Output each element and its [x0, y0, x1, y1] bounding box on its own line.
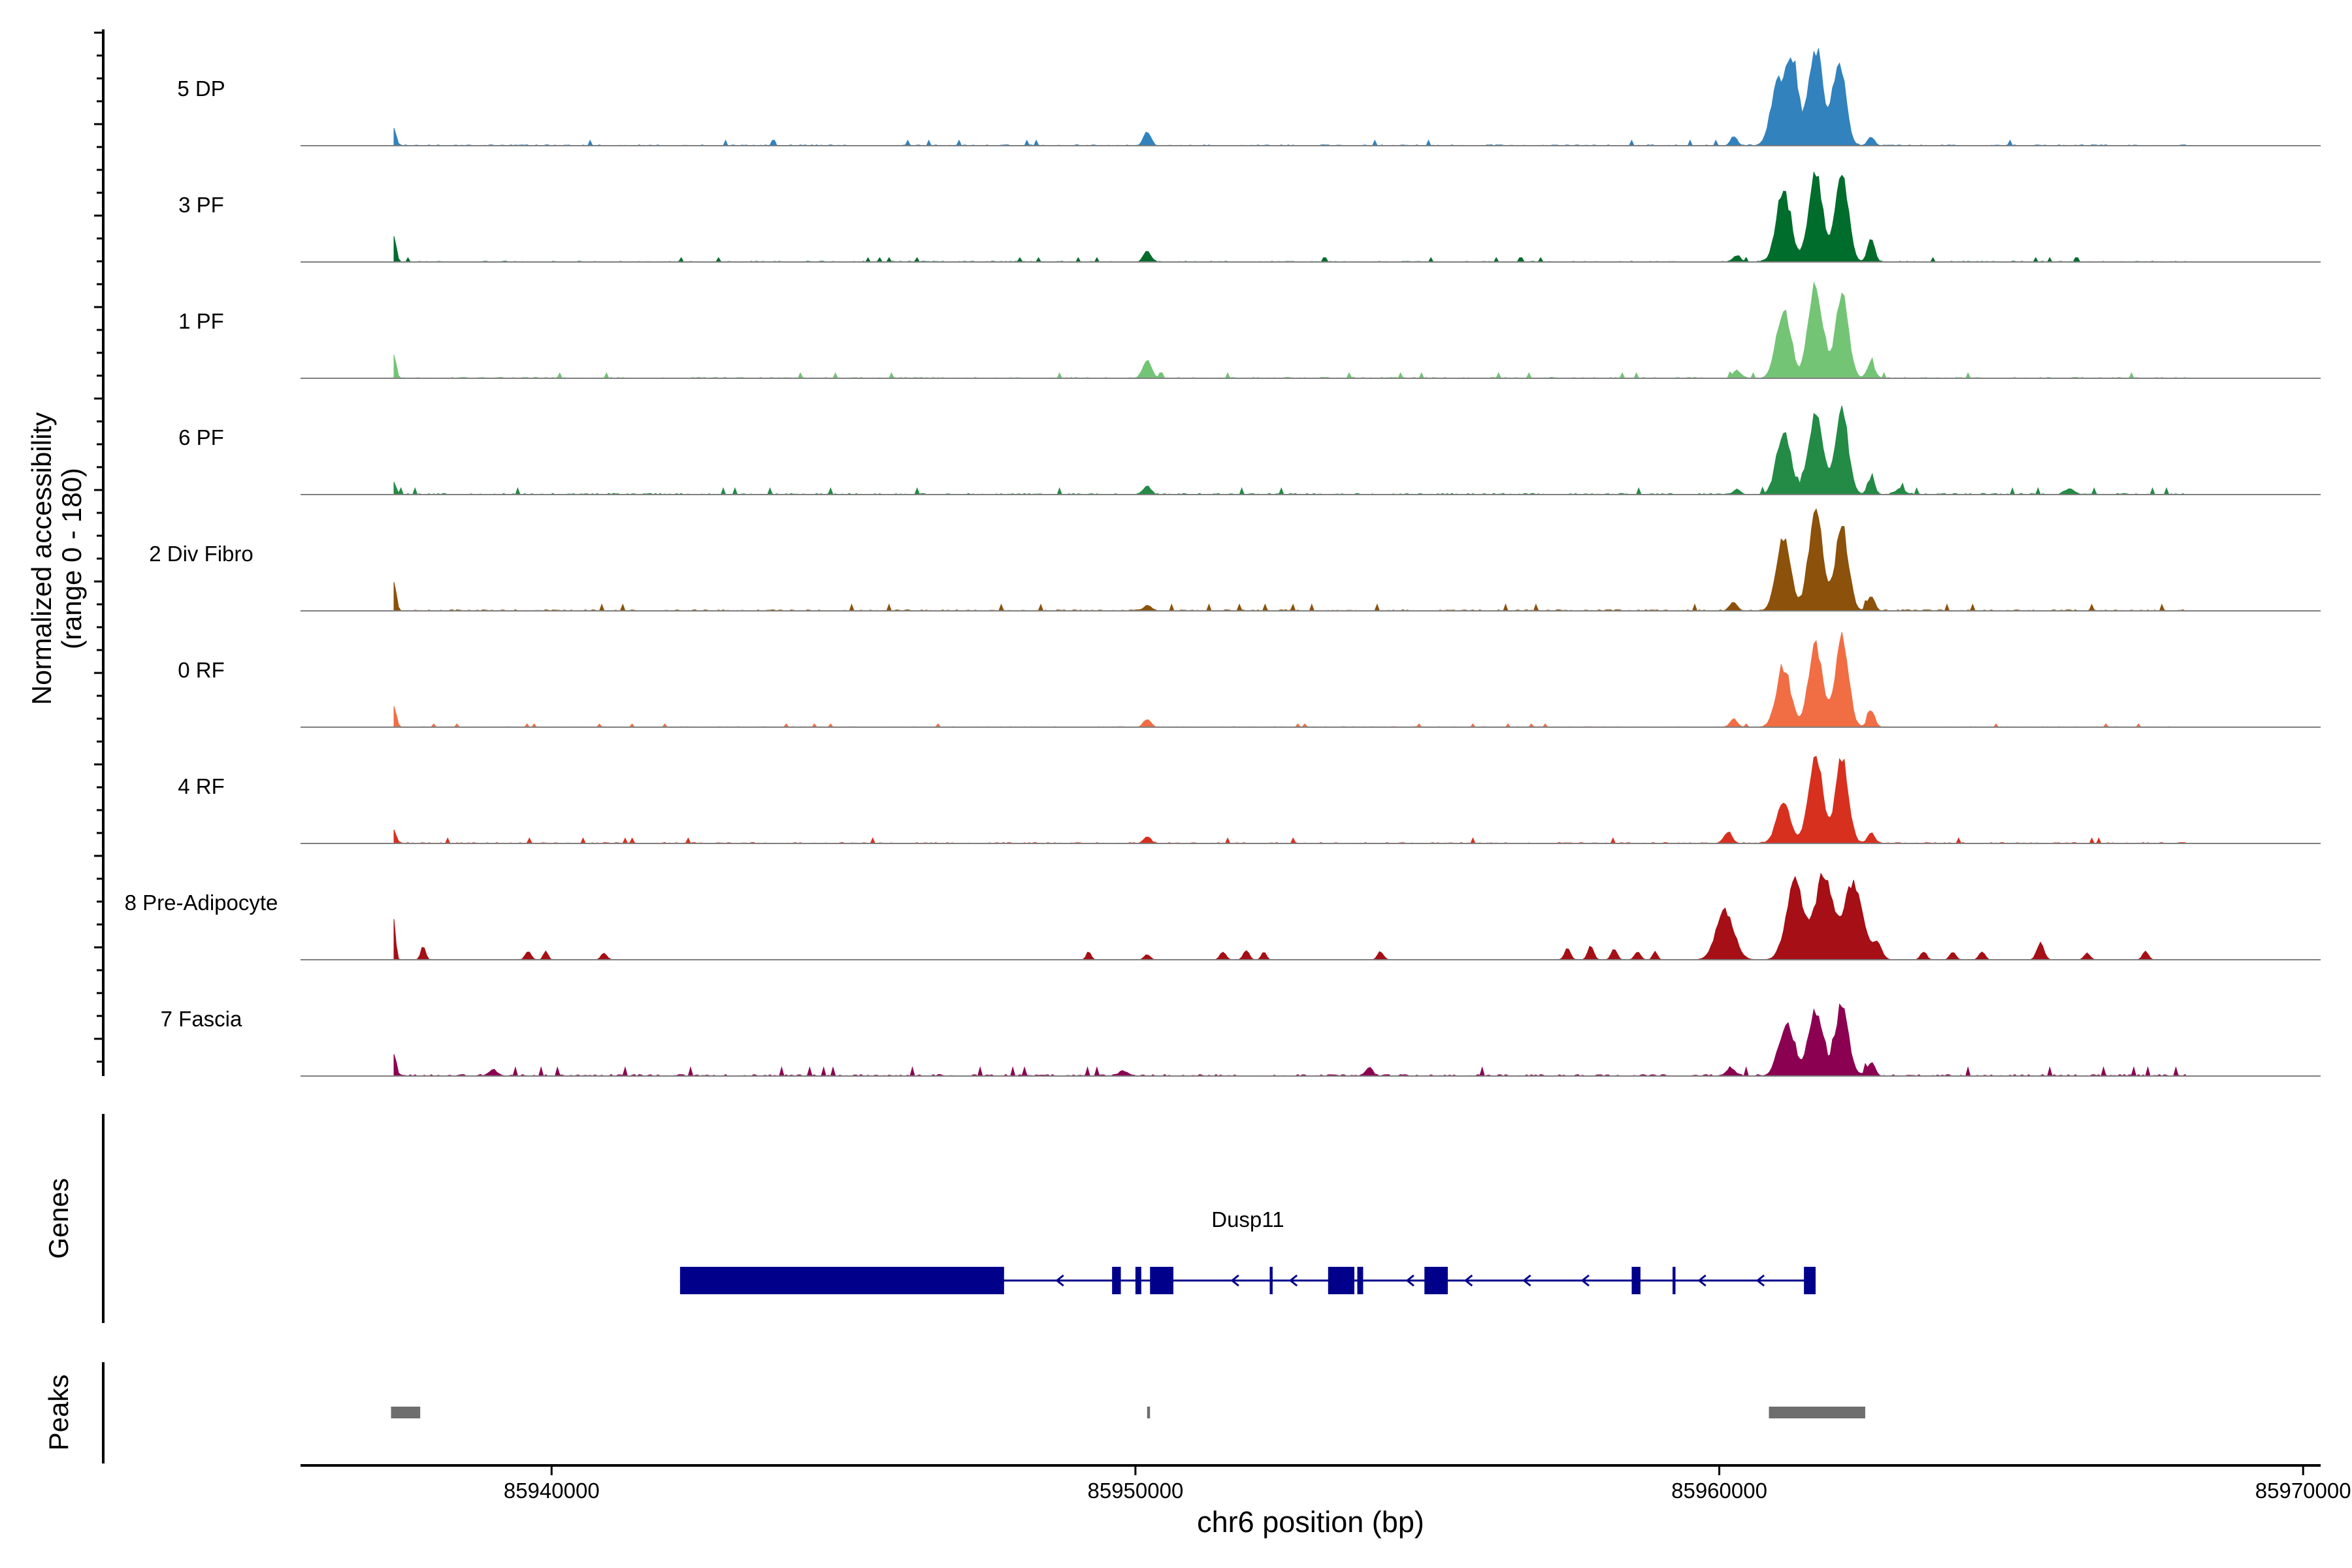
peak-regions [391, 1407, 1865, 1418]
strand-arrow [1463, 1274, 1473, 1287]
coverage-area [393, 755, 2188, 844]
strand-arrow [1697, 1274, 1707, 1287]
coverage-area [393, 171, 2188, 263]
y-axis-label-line2: (range 0 - 180) [56, 468, 87, 649]
x-tick-label: 85940000 [504, 1478, 600, 1503]
track-2-div-fibro: 2 Div Fibro [149, 508, 2321, 612]
x-axis-title: chr6 position (bp) [1197, 1505, 1424, 1539]
gene-exon [679, 1267, 1004, 1294]
coverage-area [393, 1003, 2187, 1077]
coverage-y-ticks [94, 31, 103, 1063]
gene-name-label: Dusp11 [1211, 1207, 1284, 1232]
track-8-pre-adipocyte: 8 Pre-Adipocyte [125, 872, 2321, 960]
coverage-area [393, 508, 2187, 612]
gene-exon [1804, 1267, 1816, 1294]
track-label: 3 PF [178, 193, 224, 217]
gene-exon [1135, 1267, 1141, 1294]
y-axis-label: Normalized accessibility (range 0 - 180) [26, 412, 87, 705]
track-5-dp: 5 DP [177, 48, 2321, 146]
gene-exon [1673, 1267, 1676, 1294]
coverage-area [393, 48, 2187, 146]
peak-region [391, 1407, 421, 1418]
x-tick-label: 85960000 [1671, 1478, 1767, 1503]
strand-arrow [1580, 1274, 1590, 1287]
strand-arrow [1288, 1274, 1298, 1287]
gene-exon [1150, 1267, 1173, 1294]
track-label: 5 DP [177, 76, 225, 101]
track-4-rf: 4 RF [178, 755, 2321, 844]
strand-arrow [1756, 1274, 1765, 1287]
track-label: 0 RF [178, 658, 225, 682]
track-label: 4 RF [178, 774, 225, 798]
peak-region [1147, 1407, 1151, 1418]
strand-arrow [1055, 1274, 1064, 1287]
y-axis-label-line1: Normalized accessibility [26, 412, 57, 705]
track-label: 6 PF [178, 425, 224, 449]
track-3-pf: 3 PF [178, 171, 2321, 263]
track-7-fascia: 7 Fascia [161, 1003, 2321, 1077]
x-axis: 85940000 85950000 85960000 85970000 chr6 po… [301, 1464, 2351, 1539]
coverage-area [393, 872, 2187, 960]
coverage-area [393, 281, 2188, 379]
track-label: 8 Pre-Adipocyte [125, 890, 278, 915]
x-tick-label: 85970000 [2255, 1478, 2351, 1503]
coverage-area [393, 405, 2187, 495]
gene-exon [1424, 1267, 1448, 1294]
track-1-pf: 1 PF [178, 281, 2321, 379]
strand-arrow [1230, 1274, 1239, 1287]
gene-model-dusp11 [679, 1267, 1816, 1294]
gene-exon [1269, 1267, 1273, 1294]
track-6-pf: 6 PF [178, 405, 2321, 495]
strand-arrow [1522, 1274, 1531, 1287]
x-tick-label: 85950000 [1087, 1478, 1183, 1503]
coverage-area [393, 632, 2187, 728]
track-0-rf: 0 RF [178, 632, 2321, 728]
gene-exon [1328, 1267, 1355, 1294]
x-axis-ticks: 85940000 85950000 85960000 85970000 [504, 1465, 2351, 1503]
track-label: 1 PF [178, 309, 224, 333]
strand-arrow [1405, 1274, 1414, 1287]
coverage-tracks: 5 DP 3 PF 1 PF 6 PF 2 Div Fibro 0 RF 4 RF 8 Pre… [125, 48, 2321, 1077]
genes-track-label: Genes [43, 1178, 74, 1259]
gene-exon [1112, 1267, 1121, 1294]
peaks-track-label: Peaks [43, 1375, 74, 1451]
track-label: 2 Div Fibro [149, 542, 253, 566]
track-label: 7 Fascia [161, 1007, 242, 1031]
peak-region [1769, 1407, 1865, 1418]
genes-panel: Genes Dusp11 [43, 1114, 1816, 1323]
gene-exon [1357, 1267, 1364, 1294]
peaks-panel: Peaks [43, 1362, 1865, 1463]
gene-exon [1631, 1267, 1641, 1294]
